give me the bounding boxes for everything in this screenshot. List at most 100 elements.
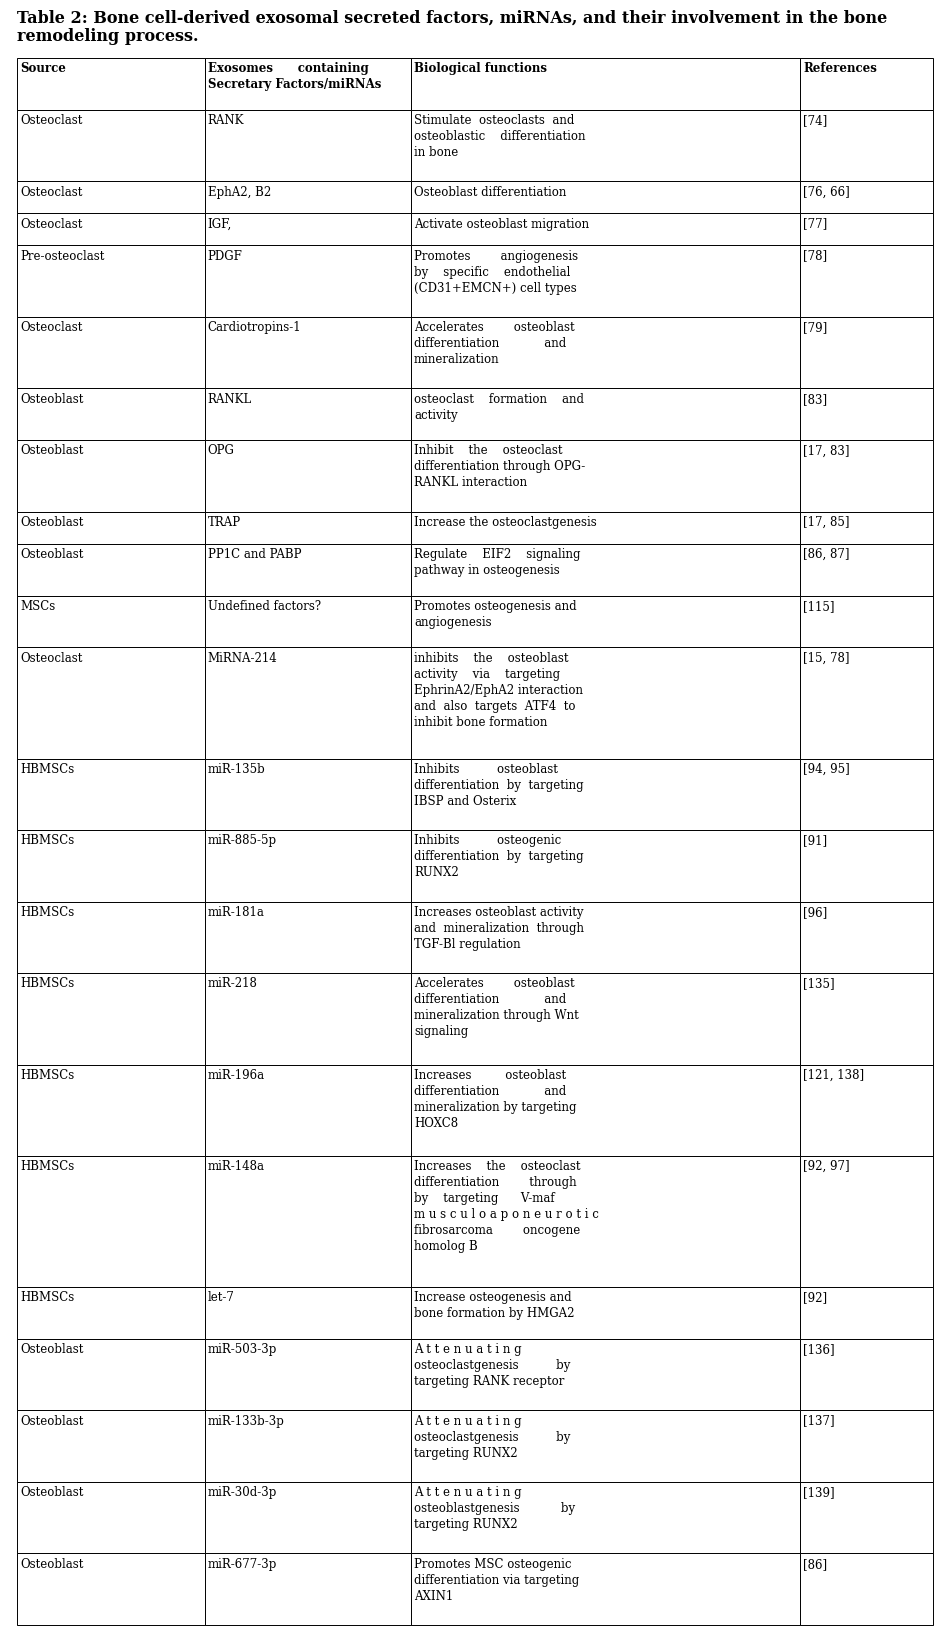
Text: Osteoclast: Osteoclast (20, 652, 83, 664)
Bar (17, 181, 205, 213)
Text: [74]: [74] (803, 114, 827, 128)
Bar (800, 1411, 933, 1481)
Text: HBMSCs: HBMSCs (20, 906, 74, 919)
Bar (205, 901, 411, 973)
Bar (205, 317, 411, 389)
Text: HBMSCs: HBMSCs (20, 978, 74, 991)
Text: Table 2: Bone cell-derived exosomal secreted factors, miRNAs, and their involvem: Table 2: Bone cell-derived exosomal secr… (17, 10, 887, 28)
Bar (205, 831, 411, 901)
Text: [86, 87]: [86, 87] (803, 548, 849, 561)
Text: EphA2, B2: EphA2, B2 (208, 186, 271, 198)
Bar (411, 1156, 800, 1287)
Text: Undefined factors?: Undefined factors? (208, 600, 321, 613)
Bar (411, 245, 800, 317)
Text: Accelerates        osteoblast
differentiation            and
mineralization: Accelerates osteoblast differentiation a… (414, 320, 575, 366)
Text: Accelerates        osteoblast
differentiation            and
mineralization thro: Accelerates osteoblast differentiation a… (414, 978, 579, 1038)
Bar (205, 1553, 411, 1625)
Bar (17, 1156, 205, 1287)
Text: [83]: [83] (803, 392, 827, 405)
Bar (411, 440, 800, 512)
Text: inhibits    the    osteoblast
activity    via    targeting
EphrinA2/EphA2 intera: inhibits the osteoblast activity via tar… (414, 652, 583, 729)
Text: miR-218: miR-218 (208, 978, 257, 991)
Text: HBMSCs: HBMSCs (20, 764, 74, 775)
Bar (17, 901, 205, 973)
Bar (800, 1481, 933, 1553)
Text: Inhibits          osteogenic
differentiation  by  targeting
RUNX2: Inhibits osteogenic differentiation by t… (414, 834, 583, 880)
Text: [78]: [78] (803, 250, 827, 263)
Bar (411, 595, 800, 647)
Text: [137]: [137] (803, 1414, 835, 1427)
Text: [15, 78]: [15, 78] (803, 652, 849, 664)
Text: [121, 138]: [121, 138] (803, 1069, 864, 1082)
Text: HBMSCs: HBMSCs (20, 1292, 74, 1305)
Bar (800, 110, 933, 181)
Bar (411, 1481, 800, 1553)
Bar (411, 1553, 800, 1625)
Bar (17, 1411, 205, 1481)
Bar (411, 317, 800, 389)
Bar (205, 1064, 411, 1156)
Bar (800, 973, 933, 1064)
Text: References: References (803, 62, 877, 75)
Bar (17, 544, 205, 595)
Text: Promotes osteogenesis and
angiogenesis: Promotes osteogenesis and angiogenesis (414, 600, 577, 629)
Bar (411, 973, 800, 1064)
Bar (800, 57, 933, 110)
Bar (17, 110, 205, 181)
Bar (800, 759, 933, 831)
Text: Stimulate  osteoclasts  and
osteoblastic    differentiation
in bone: Stimulate osteoclasts and osteoblastic d… (414, 114, 585, 159)
Text: Promotes MSC osteogenic
differentiation via targeting
AXIN1: Promotes MSC osteogenic differentiation … (414, 1558, 580, 1602)
Text: [77]: [77] (803, 217, 827, 231)
Text: Increases    the    osteoclast
differentiation        through
by    targeting   : Increases the osteoclast differentiation… (414, 1161, 598, 1254)
Text: Osteoblast: Osteoblast (20, 1342, 84, 1355)
Bar (800, 317, 933, 389)
Text: miR-181a: miR-181a (208, 906, 265, 919)
Text: Pre-osteoclast: Pre-osteoclast (20, 250, 104, 263)
Bar (800, 440, 933, 512)
Bar (411, 213, 800, 245)
Text: Regulate    EIF2    signaling
pathway in osteogenesis: Regulate EIF2 signaling pathway in osteo… (414, 548, 580, 577)
Bar (800, 1156, 933, 1287)
Text: PP1C and PABP: PP1C and PABP (208, 548, 301, 561)
Text: Osteoblast: Osteoblast (20, 392, 84, 405)
Text: OPG: OPG (208, 445, 235, 458)
Bar (411, 110, 800, 181)
Bar (205, 389, 411, 440)
Text: osteoclast    formation    and
activity: osteoclast formation and activity (414, 392, 584, 422)
Text: HBMSCs: HBMSCs (20, 834, 74, 847)
Bar (205, 544, 411, 595)
Text: [115]: [115] (803, 600, 835, 613)
Text: Activate osteoblast migration: Activate osteoblast migration (414, 217, 589, 231)
Bar (411, 544, 800, 595)
Bar (205, 759, 411, 831)
Text: Osteoblast: Osteoblast (20, 1414, 84, 1427)
Bar (800, 181, 933, 213)
Text: IGF,: IGF, (208, 217, 232, 231)
Bar (205, 647, 411, 759)
Text: miR-30d-3p: miR-30d-3p (208, 1486, 277, 1499)
Text: miR-503-3p: miR-503-3p (208, 1342, 277, 1355)
Bar (411, 389, 800, 440)
Bar (17, 57, 205, 110)
Text: Osteoclast: Osteoclast (20, 114, 83, 128)
Text: Osteoclast: Osteoclast (20, 320, 83, 334)
Text: [17, 85]: [17, 85] (803, 517, 849, 530)
Bar (17, 1064, 205, 1156)
Text: Inhibits          osteoblast
differentiation  by  targeting
IBSP and Osterix: Inhibits osteoblast differentiation by t… (414, 764, 583, 808)
Text: RANKL: RANKL (208, 392, 252, 405)
Bar (17, 1287, 205, 1339)
Bar (205, 512, 411, 544)
Bar (800, 1553, 933, 1625)
Bar (411, 1411, 800, 1481)
Bar (800, 389, 933, 440)
Bar (17, 317, 205, 389)
Text: miR-148a: miR-148a (208, 1161, 265, 1174)
Text: [17, 83]: [17, 83] (803, 445, 849, 458)
Bar (205, 1287, 411, 1339)
Text: Osteoblast: Osteoblast (20, 517, 84, 530)
Text: [86]: [86] (803, 1558, 827, 1571)
Bar (411, 901, 800, 973)
Text: Osteoblast: Osteoblast (20, 445, 84, 458)
Bar (205, 1156, 411, 1287)
Text: [76, 66]: [76, 66] (803, 186, 850, 198)
